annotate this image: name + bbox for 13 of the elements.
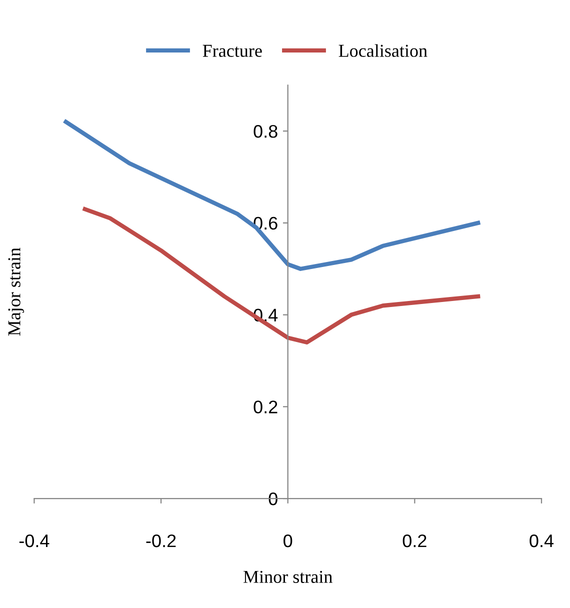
x-tick-label: 0.4 — [530, 534, 554, 548]
y-axis-title: Major strain — [8, 248, 24, 336]
x-tick-label: -0.4 — [19, 534, 50, 548]
legend-label: Fracture — [202, 44, 262, 57]
x-tick-label: 0.2 — [402, 534, 426, 548]
line-series — [82, 207, 480, 344]
y-tick-label: 0.2 — [254, 400, 278, 414]
line-series — [64, 120, 480, 271]
x-tick-label: -0.2 — [146, 534, 176, 548]
x-tick-label: 0 — [284, 534, 292, 548]
y-tick-label: 0.8 — [254, 124, 278, 138]
x-axis-title: Minor strain — [243, 570, 332, 583]
legend-label: Localisation — [338, 44, 428, 57]
